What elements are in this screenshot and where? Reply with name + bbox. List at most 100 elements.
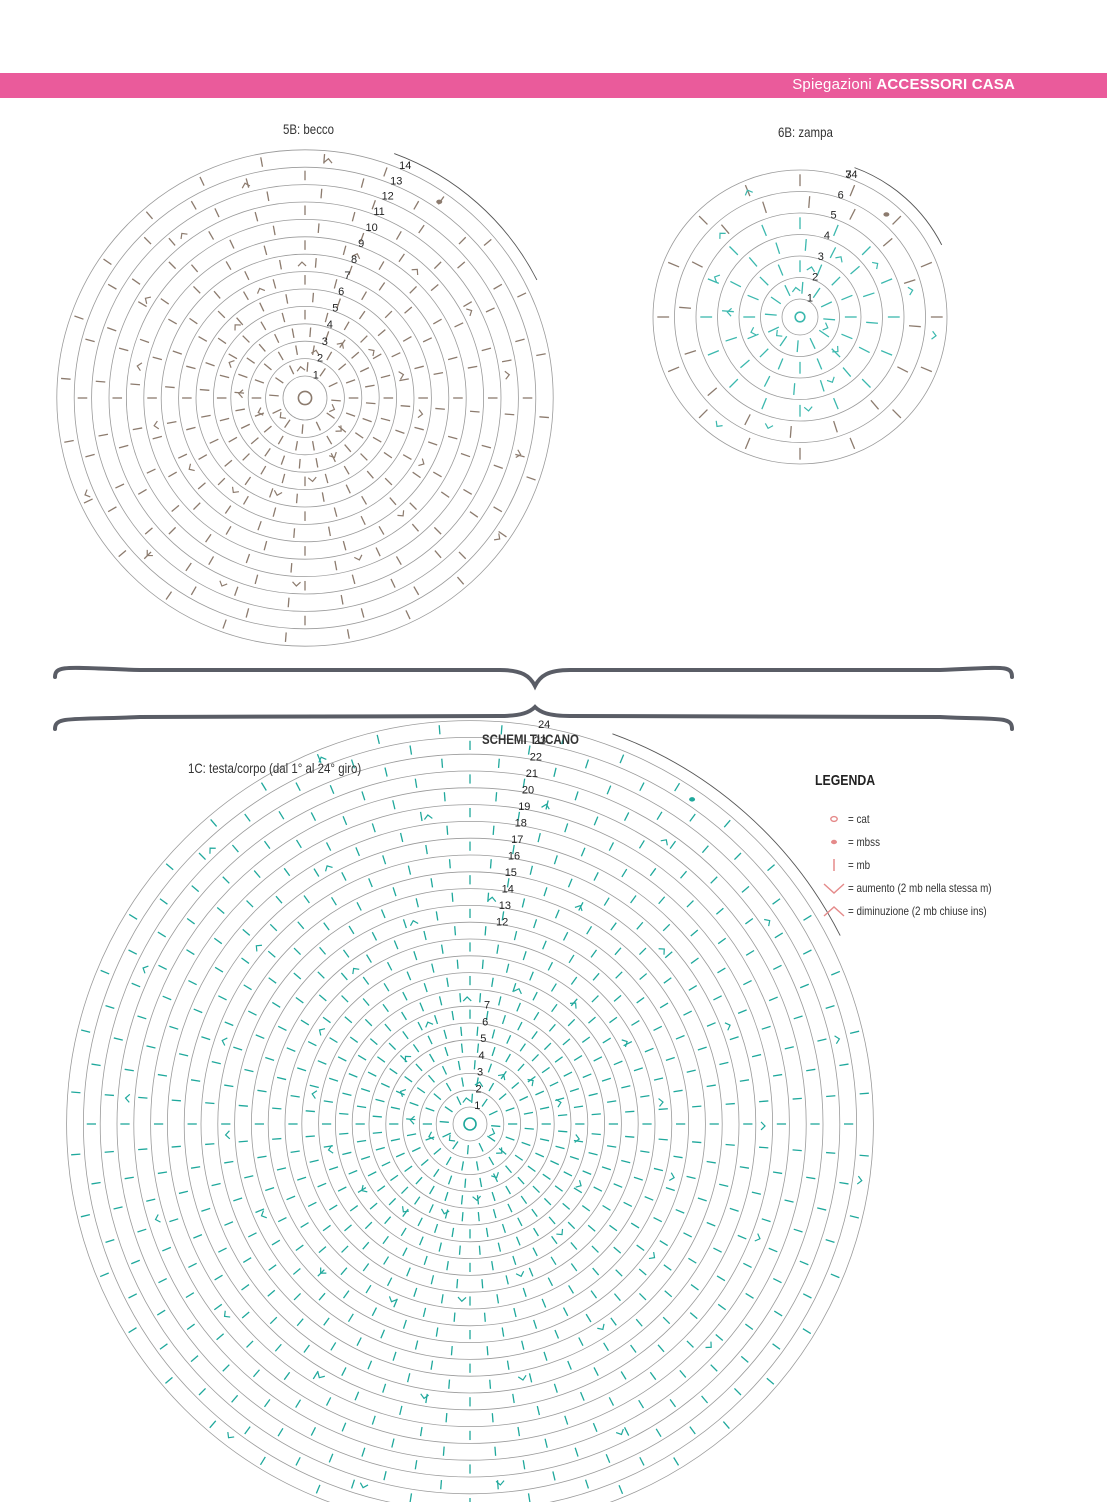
stitch-mark	[739, 1079, 750, 1082]
stitch-mark	[707, 278, 720, 284]
stitch-mark	[222, 619, 227, 629]
stitch-mark	[384, 767, 388, 777]
round-circle	[435, 1089, 505, 1159]
stitch-mark	[292, 1267, 301, 1275]
increase-mark	[219, 580, 228, 587]
stitch-mark	[476, 1026, 479, 1036]
stitch-mark	[663, 1264, 672, 1271]
stitch-mark	[351, 574, 356, 585]
stitch-mark	[741, 885, 750, 893]
stitch-mark	[513, 930, 518, 941]
stitch-mark	[761, 1218, 771, 1223]
stitch-mark	[551, 1235, 558, 1245]
stitch-mark	[389, 1068, 398, 1075]
stitch-mark	[414, 1460, 418, 1470]
stitch-mark	[519, 1095, 529, 1102]
stitch-mark	[131, 982, 141, 988]
stitch-mark	[380, 374, 391, 379]
stitch-mark	[321, 492, 325, 502]
stitch-mark	[686, 900, 694, 908]
stitch-mark	[570, 1263, 578, 1272]
legend-label: = mb	[848, 858, 871, 872]
stitch-mark	[542, 940, 547, 950]
stitch-mark	[190, 264, 199, 273]
stitch-mark	[739, 1166, 750, 1169]
stitch-mark	[520, 1195, 528, 1204]
stitch-mark	[609, 1016, 618, 1024]
stitch-mark	[767, 326, 780, 333]
increase-mark	[472, 1195, 482, 1202]
stitch-mark	[390, 1138, 401, 1142]
diagram-title-5b: 5B: becco	[283, 121, 335, 137]
stitch-mark	[493, 283, 503, 290]
stitch-mark	[291, 328, 295, 338]
stitch-mark	[591, 1113, 601, 1116]
stitch-mark	[588, 1016, 596, 1024]
stitch-mark	[584, 759, 590, 769]
increase-mark	[180, 232, 188, 240]
stitch-mark	[360, 1088, 371, 1093]
stitch-mark	[144, 527, 153, 535]
stitch-mark	[334, 560, 338, 571]
stitch-mark	[458, 236, 467, 245]
stitch-mark	[635, 1318, 643, 1327]
stitch-mark	[434, 1223, 439, 1234]
direction-arc	[394, 153, 538, 281]
stitch-mark	[186, 917, 195, 925]
stitch-mark	[211, 1182, 221, 1187]
increase-mark	[834, 1035, 841, 1045]
stitch-mark	[497, 758, 500, 768]
stitch-mark	[190, 1355, 199, 1363]
round-number-label: 1	[807, 292, 813, 304]
increase-mark	[835, 256, 843, 263]
legend-label: = diminuzione (2 mb chiuse ins)	[848, 904, 987, 918]
increase-mark	[597, 1323, 605, 1331]
stitch-mark	[799, 983, 809, 989]
stitch-mark	[567, 1018, 576, 1027]
stitch-mark	[623, 812, 630, 821]
stitch-mark	[277, 351, 284, 361]
stitch-mark	[730, 280, 742, 288]
round-circle	[73, 166, 537, 630]
stitch-mark	[138, 1148, 148, 1151]
stitch-mark	[409, 286, 417, 294]
increase-mark	[660, 839, 668, 846]
stitch-mark	[323, 1100, 334, 1103]
stitch-mark	[107, 506, 117, 513]
stitch-mark	[350, 1479, 356, 1489]
stitch-mark	[264, 447, 271, 457]
stitch-mark	[582, 1073, 592, 1079]
stitch-mark	[802, 1293, 812, 1299]
stitch-mark	[375, 1098, 385, 1103]
stitch-mark	[344, 1016, 353, 1024]
stitch-mark	[295, 996, 304, 1004]
stitch-mark	[346, 629, 350, 639]
stitch-mark	[298, 458, 301, 469]
stitch-mark	[277, 1216, 287, 1223]
slip-stitch-dot-icon	[820, 837, 848, 847]
increase-mark	[209, 847, 216, 854]
stitch-mark	[698, 409, 708, 419]
round-circle	[781, 298, 819, 336]
stitch-mark	[521, 1340, 525, 1350]
stitch-mark	[361, 291, 368, 301]
stitch-mark	[295, 839, 302, 849]
stitch-mark	[329, 1037, 338, 1044]
stitch-mark	[517, 1176, 525, 1185]
stitch-mark	[300, 1222, 309, 1228]
stitch-mark	[260, 465, 267, 475]
stitch-mark	[329, 785, 335, 795]
stitch-mark	[351, 211, 356, 222]
stitch-mark	[625, 1135, 635, 1138]
stitch-mark	[517, 1063, 525, 1072]
stitch-mark	[784, 1199, 794, 1203]
stitch-mark	[137, 1015, 147, 1020]
stitch-mark	[442, 1446, 445, 1456]
stitch-mark	[452, 1141, 459, 1150]
increase-mark	[154, 1214, 161, 1223]
stitch-mark	[512, 983, 517, 993]
stitch-mark	[761, 397, 767, 410]
stitch-mark	[158, 964, 167, 971]
stitch-mark	[371, 931, 378, 941]
stitch-mark	[630, 1222, 640, 1229]
